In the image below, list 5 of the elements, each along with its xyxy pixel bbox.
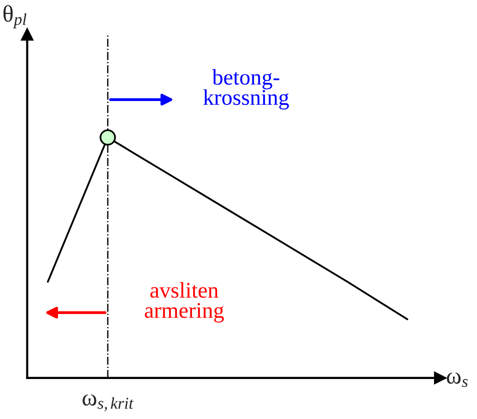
y-axis-title: θ$_{pl}$ [3,5,26,28]
annotation: avsliten armering [144,282,224,323]
text: betong- krossning [203,69,289,110]
text: ω$_{s,krit}$ [82,394,134,412]
x-axis-title: ω$_{s}$ [446,372,468,387]
